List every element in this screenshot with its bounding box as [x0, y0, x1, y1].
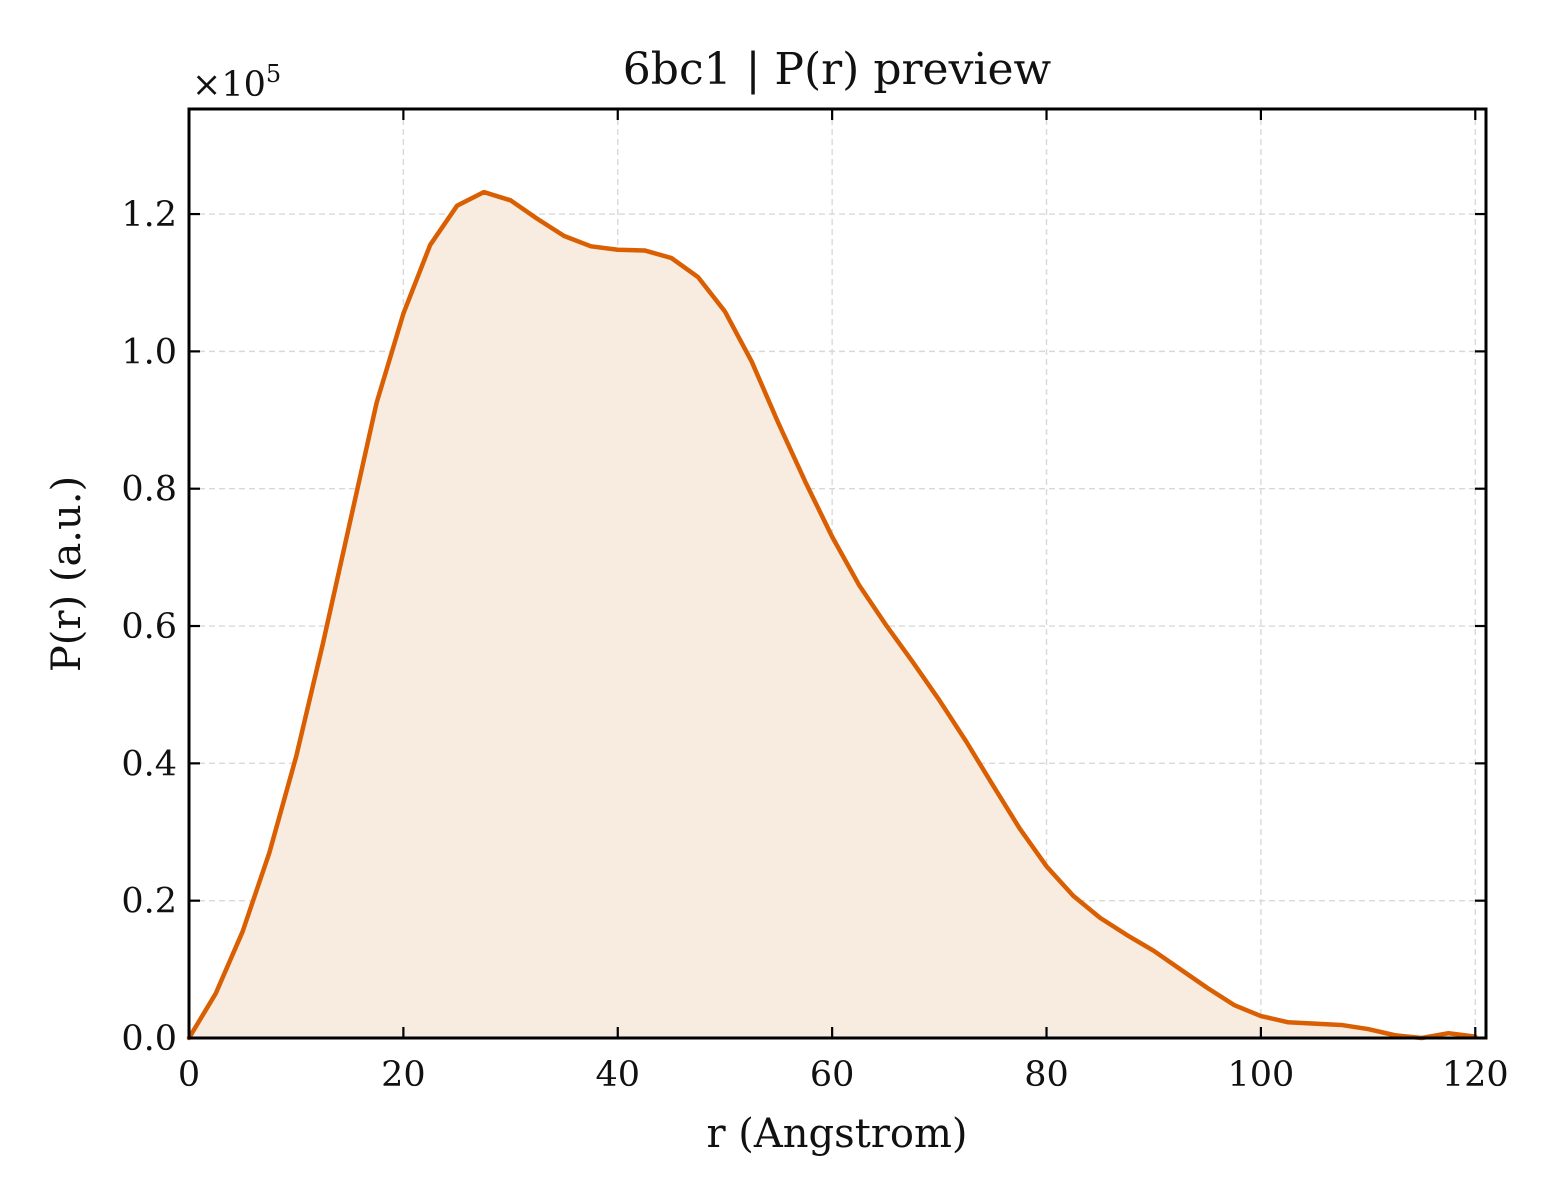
x-tick-label: 40 [595, 1055, 640, 1095]
x-tick-label: 100 [1227, 1055, 1294, 1095]
y-tick-label: 0.4 [121, 744, 177, 784]
y-tick-label: 0.6 [121, 607, 177, 647]
y-multiplier-base: ×10 [192, 65, 266, 105]
x-tick-label: 60 [810, 1055, 855, 1095]
y-tick-label: 1.0 [121, 332, 177, 372]
y-tick-labels: 0.0 0.2 0.4 0.6 0.8 1.0 1.2 [121, 195, 177, 1059]
x-tick-label: 80 [1024, 1055, 1069, 1095]
series-line [186, 189, 1478, 1041]
y-tick-label: 0.2 [121, 882, 177, 922]
y-tick-label: 0.0 [121, 1019, 177, 1059]
x-tick-labels: 0 20 40 60 80 100 120 [178, 1055, 1509, 1095]
x-tick-label: 120 [1442, 1055, 1509, 1095]
x-tick-label: 0 [178, 1055, 200, 1095]
chart-title: 6bc1 | P(r) preview [623, 44, 1052, 95]
x-tick-label: 20 [381, 1055, 426, 1095]
ticks [187, 109, 1486, 1040]
y-tick-label: 0.8 [121, 470, 177, 510]
y-axis-title: P(r) (a.u.) [44, 476, 90, 672]
y-tick-label: 1.2 [121, 195, 177, 235]
x-axis-title: r (Angstrom) [706, 1111, 967, 1157]
area-fill [189, 192, 1476, 1038]
y-multiplier: ×105 [192, 60, 281, 105]
plot-frame [187, 107, 1488, 1040]
y-multiplier-exponent: 5 [266, 60, 281, 88]
